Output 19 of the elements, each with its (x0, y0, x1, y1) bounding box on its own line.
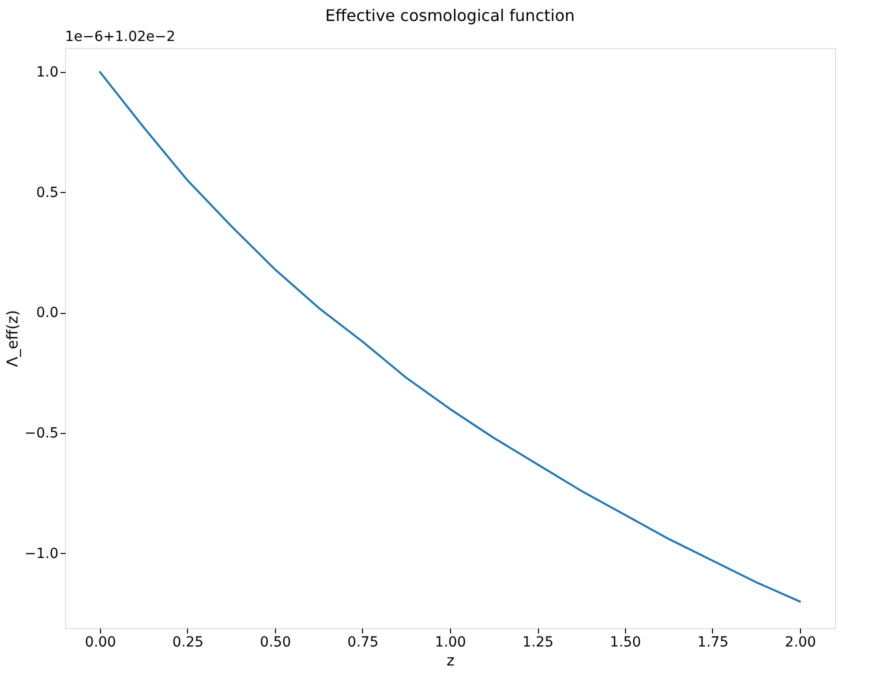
y-tick-label: −0.5 (24, 426, 58, 442)
y-tick-label: 1.0 (36, 64, 58, 81)
x-tick-label: 0.50 (260, 634, 292, 650)
y-tick-label: 0.0 (36, 305, 58, 322)
x-tick-label: 2.00 (784, 634, 816, 650)
text: 1e−6+1.02e−2 (65, 29, 176, 45)
x-tick-label: 1.50 (610, 634, 642, 650)
x-tick-label: 0.75 (347, 634, 379, 650)
x-tick-label: 0.25 (172, 634, 204, 650)
y-tick-label: −1.0 (24, 546, 58, 562)
y-tick-label: 0.5 (36, 184, 58, 201)
x-axis-title: z (446, 652, 455, 670)
line-series (99, 71, 801, 603)
x-tick-label: 1.00 (434, 634, 466, 650)
x-tick-label: 1.25 (522, 634, 554, 650)
y-axis-title: Λ_eff(z) (4, 310, 22, 367)
x-tick-label: 1.75 (697, 634, 729, 650)
x-tick-label: 0.00 (84, 634, 116, 650)
chart-title: Effective cosmological function (325, 6, 575, 25)
